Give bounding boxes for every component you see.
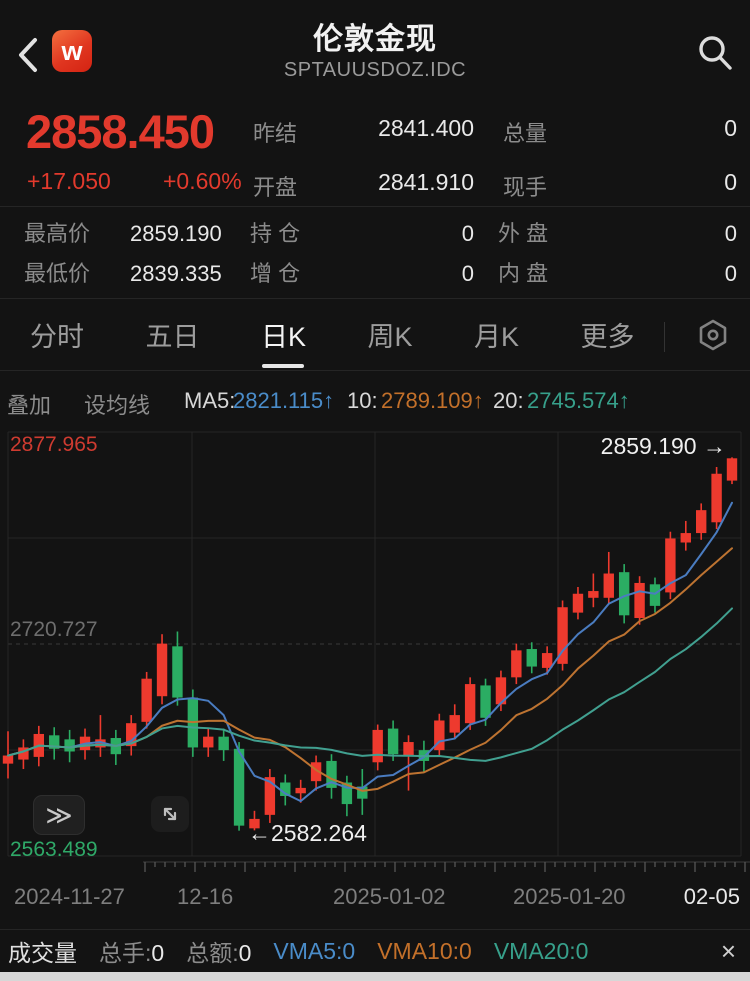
open-interest-label: 持 仓 (250, 221, 301, 246)
oi-change-label: 增 仓 (250, 261, 301, 286)
close-panel-icon[interactable]: × (720, 935, 736, 966)
tab-five-day[interactable]: 五日 (145, 321, 200, 352)
axis-mid-label: 2720.727 (10, 618, 98, 641)
app-logo-letter: w (61, 35, 83, 66)
low-annotation: ←2582.264 (248, 820, 367, 846)
tab-more[interactable]: 更多 (580, 321, 635, 352)
volume-toolbar: 成交量 总手:0 总额:0 VMA5:0 VMA10:0 VMA20:0 × (0, 929, 750, 972)
open-interest-value: 0 (461, 221, 474, 246)
divider (0, 298, 750, 299)
fast-backward-button[interactable]: ≫ (33, 795, 85, 835)
set-ma-button[interactable]: 设均线 (84, 393, 151, 418)
total-hands-value: 0 (151, 940, 165, 966)
expand-chart-button[interactable] (151, 796, 189, 832)
overlay-button[interactable]: 叠加 (7, 393, 52, 418)
high-value: 2859.190 (130, 221, 222, 246)
last-price: 2858.450 (26, 105, 215, 158)
current-hand-value: 0 (724, 169, 737, 195)
candlestick-chart[interactable] (0, 425, 750, 880)
prev-close-value: 2841.400 (378, 115, 474, 141)
current-hand-label: 现手 (503, 175, 548, 200)
outer-disc-label: 外 盘 (498, 221, 549, 246)
x-label-3: 2025-01-20 (513, 884, 626, 909)
ma-toolbar: 叠加 设均线 MA5: 2821.115↑ 10: 2789.109↑ 20: … (0, 388, 750, 418)
axis-max-label: 2877.965 (10, 433, 98, 456)
x-label-0: 2024-11-27 (14, 884, 125, 909)
x-label-1: 12-16 (177, 884, 234, 909)
open-value: 2841.910 (378, 169, 474, 195)
ma5-value: 2821.115↑ (233, 388, 335, 413)
oi-change-value: 0 (461, 261, 474, 286)
total-volume-value: 0 (724, 115, 737, 141)
vma5-value: VMA5:0 (273, 937, 356, 964)
open-label: 开盘 (253, 175, 298, 200)
divider (664, 322, 665, 352)
app-logo-badge[interactable]: w (52, 30, 92, 72)
double-chevron-icon: ≫ (45, 800, 73, 830)
expand-icon (163, 807, 177, 821)
search-icon[interactable] (694, 33, 736, 73)
total-amount-label: 总额: (186, 940, 239, 966)
tab-weekly-k[interactable]: 周K (367, 321, 413, 352)
x-label-2: 2025-01-02 (333, 884, 446, 909)
period-tabbar: 分时 五日 日K 周K 月K 更多 (0, 300, 750, 370)
tab-monthly-k[interactable]: 月K (473, 321, 519, 352)
instrument-code: SPTAUUSDOZ.IDC (283, 59, 467, 81)
tab-minute[interactable]: 分时 (30, 321, 84, 352)
ma20-label: 20: (493, 388, 524, 413)
high-annotation: 2859.190 → (600, 433, 726, 459)
axis-min-label: 2563.489 (10, 838, 98, 861)
outer-disc-value: 0 (724, 221, 737, 246)
ma10-value: 2789.109↑ (381, 388, 484, 413)
total-amount-value: 0 (238, 940, 252, 966)
ma20-value: 2745.574↑ (527, 388, 630, 413)
back-icon[interactable] (16, 36, 40, 74)
low-label: 最低价 (24, 261, 91, 286)
price-change: +17.050 (27, 168, 111, 194)
page-title: 伦敦金现 (313, 23, 437, 56)
bottom-panel-edge (0, 972, 750, 981)
price-change-percent: +0.60% (163, 168, 242, 194)
tab-daily-k[interactable]: 日K (261, 315, 306, 356)
inner-disc-value: 0 (724, 261, 737, 286)
vma20-value: VMA20:0 (493, 937, 589, 964)
low-value: 2839.335 (130, 261, 222, 286)
ma5-label: MA5: (184, 388, 236, 413)
divider (0, 370, 750, 371)
total-volume-label: 总量 (503, 121, 548, 146)
divider (0, 206, 750, 207)
inner-disc-label: 内 盘 (498, 261, 549, 286)
prev-close-label: 昨结 (253, 121, 298, 146)
chart-settings-icon[interactable] (696, 318, 730, 352)
total-hands-label: 总手: (99, 940, 152, 966)
vma10-value: VMA10:0 (377, 937, 472, 964)
ma10-label: 10: (347, 388, 378, 413)
volume-title: 成交量 (8, 940, 77, 966)
x-label-4: 02-05 (683, 884, 740, 909)
high-label: 最高价 (24, 221, 91, 246)
